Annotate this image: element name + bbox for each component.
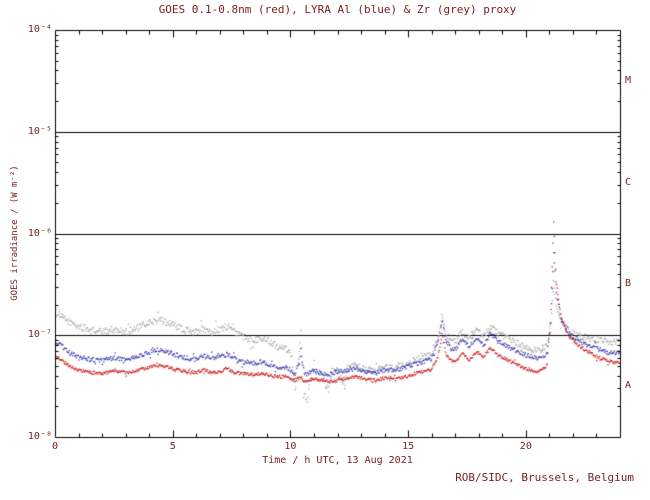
x-axis-label: Time / h UTC, 13 Aug 2021 — [262, 455, 413, 466]
chart-title: GOES 0.1-0.8nm (red), LYRA Al (blue) & Z… — [158, 3, 517, 16]
y-axis-label: GOES irradiance / (W m⁻²) — [10, 165, 20, 301]
credit-text: ROB/SIDC, Brussels, Belgium — [455, 471, 634, 484]
